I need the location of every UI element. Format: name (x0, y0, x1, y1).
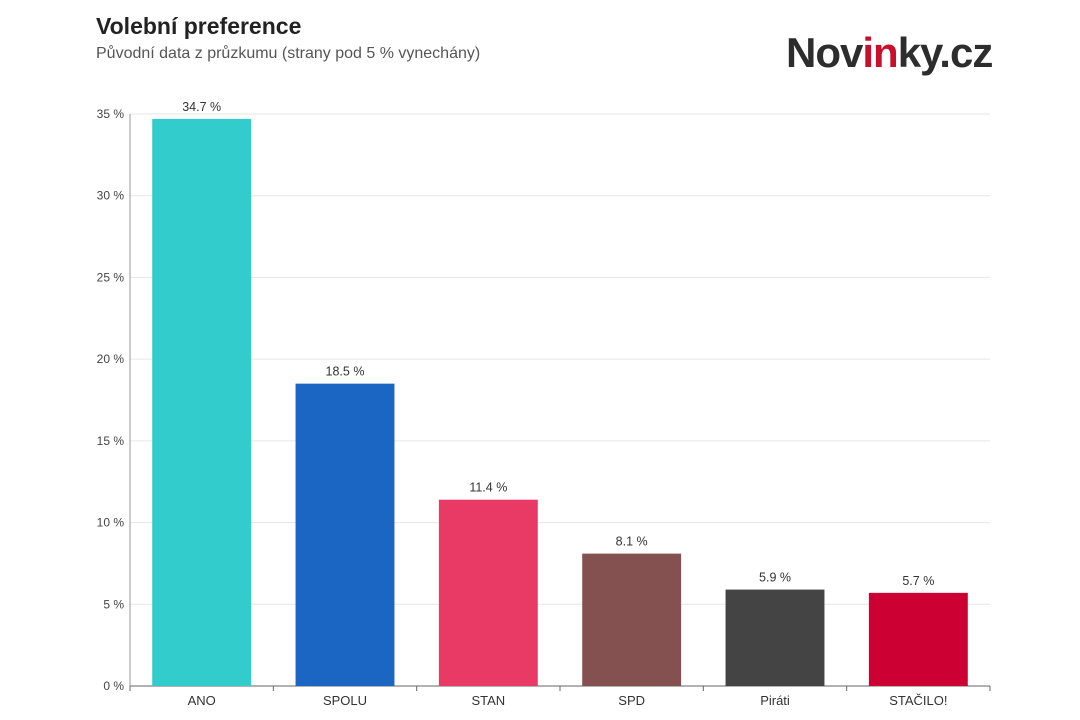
chart-header: Volební preference Původní data z průzku… (96, 12, 480, 64)
y-tick-label: 20 % (97, 352, 125, 366)
x-category-label: STAČILO! (889, 693, 947, 708)
x-category-label: SPOLU (323, 693, 367, 708)
y-tick-label: 35 % (97, 107, 125, 121)
bar-stailo (868, 592, 968, 686)
bar-spolu (295, 383, 395, 686)
y-tick-label: 5 % (103, 597, 124, 611)
x-category-label: SPD (618, 693, 645, 708)
bar-stan (438, 499, 538, 686)
x-category-label: ANO (188, 693, 216, 708)
chart-subtitle: Původní data z průzkumu (strany pod 5 % … (96, 45, 481, 62)
bar-value-label: 11.4 % (469, 481, 507, 495)
bar-value-label: 18.5 % (326, 365, 365, 379)
x-category-label: STAN (471, 693, 505, 708)
y-tick-label: 15 % (97, 434, 125, 448)
bar-value-label: 5.9 % (759, 571, 791, 585)
x-category-label: Piráti (760, 693, 790, 708)
chart-title: Volební preference (96, 13, 302, 39)
logo-text-end: ky.cz (897, 29, 994, 76)
logo-text-accent: in (862, 29, 898, 76)
y-tick-label: 10 % (97, 516, 125, 530)
y-tick-label: 0 % (103, 679, 124, 693)
bar-value-label: 34.7 % (182, 100, 221, 114)
y-tick-label: 30 % (97, 189, 125, 203)
bar-spd (582, 553, 682, 686)
bar-pirti (725, 589, 825, 686)
novinky-logo: Novinky.cz (786, 28, 994, 78)
bar-ano (152, 118, 252, 687)
y-tick-label: 25 % (97, 270, 125, 284)
logo-text-start: Nov (786, 29, 863, 76)
bar-value-label: 5.7 % (902, 574, 934, 588)
bar-value-label: 8.1 % (616, 535, 648, 549)
